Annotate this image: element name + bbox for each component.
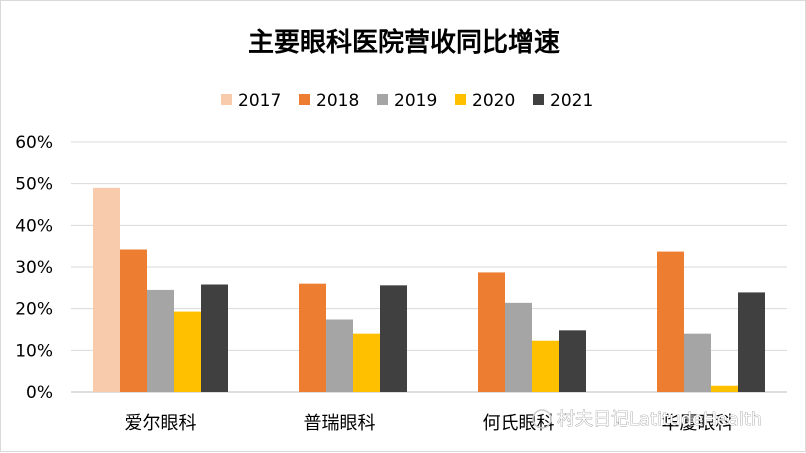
y-tick-label: 10% — [15, 341, 53, 361]
legend-label: 2019 — [394, 91, 437, 111]
bar — [657, 251, 684, 392]
legend-swatch — [455, 94, 466, 105]
y-axis: 0% 10% 20% 30% 40% 50% 60% — [15, 133, 53, 403]
watermark-text: 村夫日记LatitudeHealth — [557, 409, 762, 430]
x-category-label: 爱尔眼科 — [125, 413, 197, 434]
watermark: 村夫日记LatitudeHealth — [532, 409, 763, 430]
x-category-label: 华厦眼科 — [662, 413, 734, 434]
bar — [201, 284, 228, 392]
bar — [684, 333, 711, 392]
legend-swatch — [377, 94, 388, 105]
bar — [326, 319, 353, 392]
bar — [711, 385, 738, 392]
x-axis: 爱尔眼科 普瑞眼科 何氏眼科 华厦眼科 — [125, 413, 734, 434]
y-tick-label: 20% — [15, 300, 53, 320]
bar — [93, 187, 120, 392]
bar — [299, 283, 326, 392]
bar — [559, 330, 586, 392]
legend-swatch — [533, 94, 544, 105]
legend-swatch — [221, 94, 232, 105]
bar — [380, 285, 407, 392]
bar — [174, 311, 201, 392]
legend-label: 2017 — [238, 91, 281, 111]
chart-title: 主要眼科医院营收同比增速 — [248, 27, 560, 58]
chart-legend: 2017 2018 2019 2020 2021 — [221, 91, 593, 111]
bar — [353, 333, 380, 392]
y-tick-label: 30% — [15, 258, 53, 278]
bar — [738, 292, 765, 392]
bar — [147, 289, 174, 392]
y-tick-label: 0% — [26, 383, 53, 403]
legend-label: 2021 — [550, 91, 593, 111]
legend-label: 2020 — [472, 91, 515, 111]
y-tick-label: 50% — [15, 175, 53, 195]
y-tick-label: 40% — [15, 216, 53, 236]
bar — [532, 340, 559, 392]
y-tick-label: 60% — [15, 133, 53, 153]
wechat-icon — [532, 409, 552, 429]
bar — [505, 302, 532, 392]
legend-swatch — [299, 94, 310, 105]
legend-label: 2018 — [316, 91, 359, 111]
x-category-label: 普瑞眼科 — [304, 413, 376, 434]
bar — [478, 272, 505, 392]
x-category-label: 何氏眼科 — [483, 413, 555, 434]
bar-series — [93, 187, 765, 392]
bar — [120, 249, 147, 392]
